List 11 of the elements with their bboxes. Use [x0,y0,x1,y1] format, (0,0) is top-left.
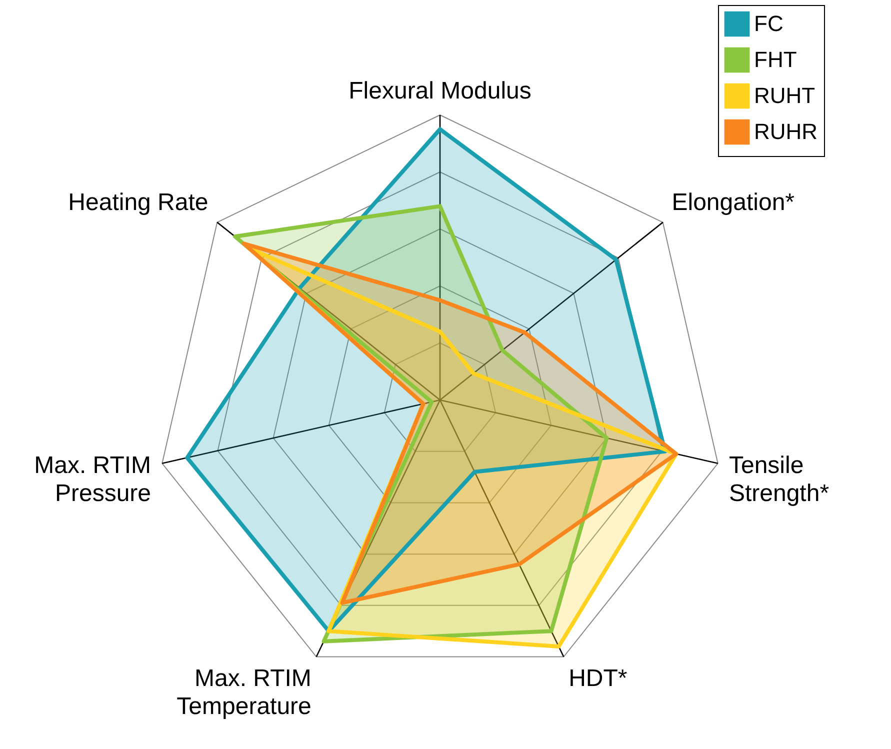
legend-label: RUHT [754,83,816,108]
spoke-label: Max. RTIM Pressure [34,452,152,507]
spoke-label: Max. RTIM Temperature [176,665,312,720]
spoke-label: HDT* [568,665,628,692]
spoke-label: Elongation* [672,189,794,216]
legend-label: FC [754,11,784,36]
legend-label: FHT [754,47,797,72]
legend-label: RUHR [754,119,818,144]
spoke-label: Heating Rate [68,189,208,216]
spoke-label: Tensile Strength* [728,452,830,507]
spoke-label: Flexural Modulus [348,78,532,105]
